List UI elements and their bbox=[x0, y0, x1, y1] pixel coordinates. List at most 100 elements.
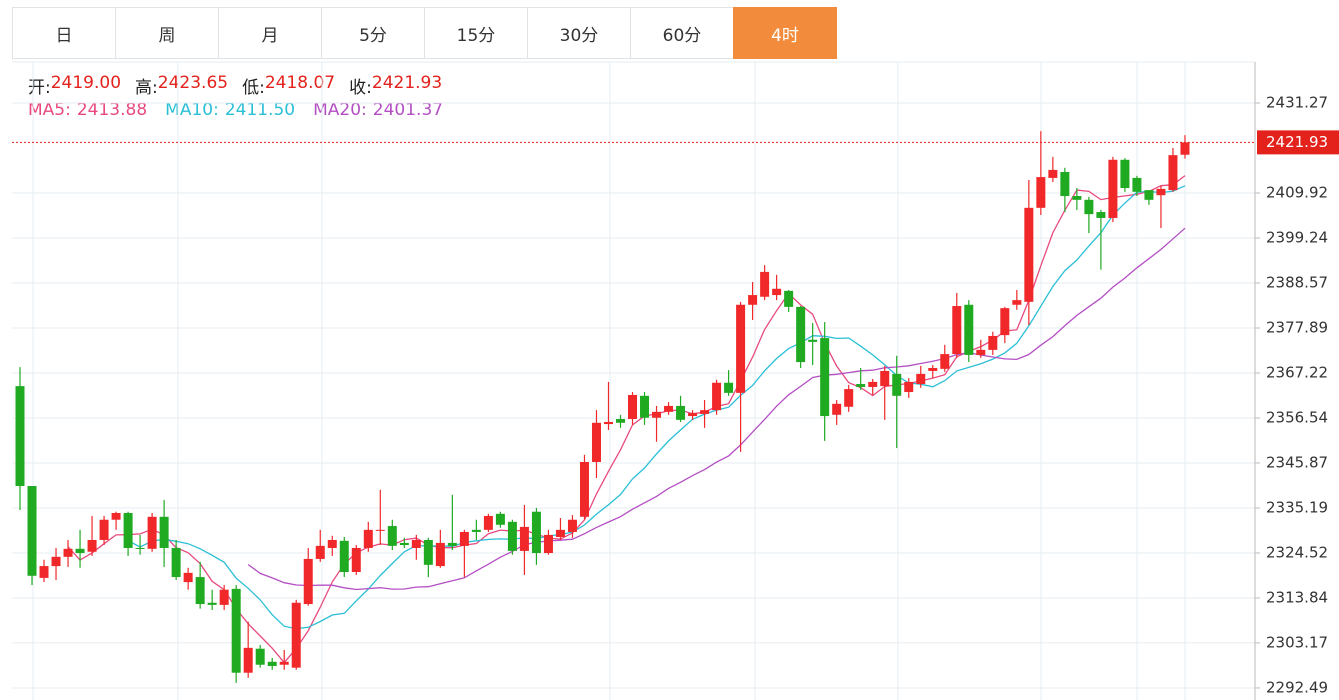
candle-body bbox=[628, 394, 638, 419]
candle-body bbox=[363, 529, 373, 548]
info-value: 2421.93 bbox=[371, 73, 443, 93]
candle-body bbox=[676, 405, 686, 420]
y-tick-label: 2431.27 bbox=[1266, 94, 1328, 112]
candle-body bbox=[195, 577, 205, 605]
candle-body bbox=[1180, 142, 1190, 155]
candle-body bbox=[531, 511, 541, 554]
candle-body bbox=[39, 566, 49, 578]
last-price-label: 2421.93 bbox=[1266, 133, 1328, 151]
info-label: 低: bbox=[242, 78, 265, 98]
candle-body bbox=[1132, 177, 1142, 192]
candle-body bbox=[339, 540, 349, 572]
period-tab[interactable]: 周 bbox=[115, 7, 219, 59]
ma-value: 2411.50 bbox=[224, 100, 296, 120]
candle-body bbox=[1168, 155, 1178, 191]
period-tab[interactable]: 月 bbox=[218, 7, 322, 59]
candle-body bbox=[579, 461, 589, 517]
candle-body bbox=[952, 306, 962, 355]
candle-body bbox=[543, 534, 553, 554]
candle-body bbox=[327, 539, 337, 548]
candle-body bbox=[1072, 196, 1082, 200]
candle-body bbox=[303, 558, 313, 605]
candle-body bbox=[772, 288, 782, 296]
candle-body bbox=[1024, 207, 1034, 302]
candle-body bbox=[1144, 190, 1154, 200]
candle-body bbox=[616, 418, 625, 423]
candle-body bbox=[63, 548, 73, 557]
y-tick-label: 2377.89 bbox=[1266, 318, 1328, 336]
ma-label: MA10: bbox=[165, 100, 219, 120]
period-tab[interactable]: 4时 bbox=[733, 7, 837, 59]
candle-body bbox=[87, 539, 97, 552]
candle-body bbox=[892, 373, 902, 396]
y-tick-label: 2409.92 bbox=[1266, 183, 1328, 201]
y-tick-label: 2292.49 bbox=[1266, 678, 1328, 696]
candle-body bbox=[664, 405, 674, 412]
candle-body bbox=[652, 411, 662, 418]
period-tab[interactable]: 日 bbox=[12, 7, 116, 59]
info-value: 2419.00 bbox=[50, 73, 122, 93]
candle-body bbox=[640, 395, 650, 418]
period-tab[interactable]: 15分 bbox=[424, 7, 528, 59]
candle-body bbox=[916, 373, 926, 385]
candle-body bbox=[207, 602, 217, 605]
candle-body bbox=[688, 413, 698, 417]
candle-body bbox=[111, 512, 121, 520]
candle-body bbox=[75, 548, 85, 554]
candle-body bbox=[820, 338, 830, 417]
candle-body bbox=[1060, 172, 1070, 197]
y-tick-label: 2356.54 bbox=[1266, 408, 1328, 426]
ma-value: 2401.37 bbox=[372, 100, 444, 120]
candle-body bbox=[1108, 159, 1118, 218]
candle-body bbox=[567, 519, 577, 532]
candle-body bbox=[904, 381, 914, 393]
ma-legend: MA5: 2413.88 MA10: 2411.50 MA20: 2401.37 bbox=[28, 100, 461, 120]
candle-body bbox=[796, 306, 806, 363]
candle-body bbox=[27, 486, 37, 576]
candle-body bbox=[1048, 169, 1058, 178]
candle-body bbox=[1000, 308, 1010, 336]
ma-label: MA20: bbox=[313, 100, 367, 120]
candle-body bbox=[267, 661, 277, 666]
candle-body bbox=[591, 422, 601, 462]
period-tabs: 日周月 5分 15分 30分 60分 4时 bbox=[12, 7, 837, 59]
candle-body bbox=[51, 556, 61, 567]
candle-body bbox=[471, 529, 481, 532]
candle-body bbox=[988, 335, 998, 350]
candle-body bbox=[99, 519, 109, 540]
candle-body bbox=[880, 370, 890, 387]
candle-body bbox=[1036, 177, 1046, 208]
y-tick-label: 2324.52 bbox=[1266, 543, 1328, 561]
candle-body bbox=[507, 521, 517, 551]
candle-body bbox=[964, 304, 974, 355]
candle-body bbox=[219, 589, 229, 605]
candle-body bbox=[1096, 212, 1106, 218]
candle-body bbox=[1120, 159, 1130, 189]
info-value: 2418.07 bbox=[264, 73, 336, 93]
candle-body bbox=[15, 386, 25, 487]
candle-body bbox=[123, 512, 133, 548]
candle-body bbox=[976, 349, 986, 355]
candle-body bbox=[231, 588, 241, 673]
candle-body bbox=[351, 547, 361, 572]
candle-body bbox=[555, 529, 565, 538]
candle-body bbox=[1012, 300, 1022, 305]
period-tab[interactable]: 5分 bbox=[321, 7, 425, 59]
candle-body bbox=[135, 547, 145, 549]
info-label: 开: bbox=[28, 78, 51, 98]
period-tab[interactable]: 30分 bbox=[527, 7, 631, 59]
info-label: 高: bbox=[135, 78, 158, 98]
candle-body bbox=[183, 572, 193, 583]
candle-body bbox=[808, 339, 818, 342]
candle-body bbox=[868, 381, 878, 387]
candle-body bbox=[399, 542, 409, 546]
last-price-box bbox=[1257, 130, 1339, 155]
y-tick-label: 2345.87 bbox=[1266, 453, 1328, 471]
period-tab[interactable]: 60分 bbox=[630, 7, 734, 59]
y-tick-label: 2399.24 bbox=[1266, 229, 1328, 247]
candle-body bbox=[255, 648, 265, 665]
candle-body bbox=[435, 542, 445, 567]
candle-body bbox=[171, 547, 181, 578]
candle-body bbox=[856, 384, 866, 387]
